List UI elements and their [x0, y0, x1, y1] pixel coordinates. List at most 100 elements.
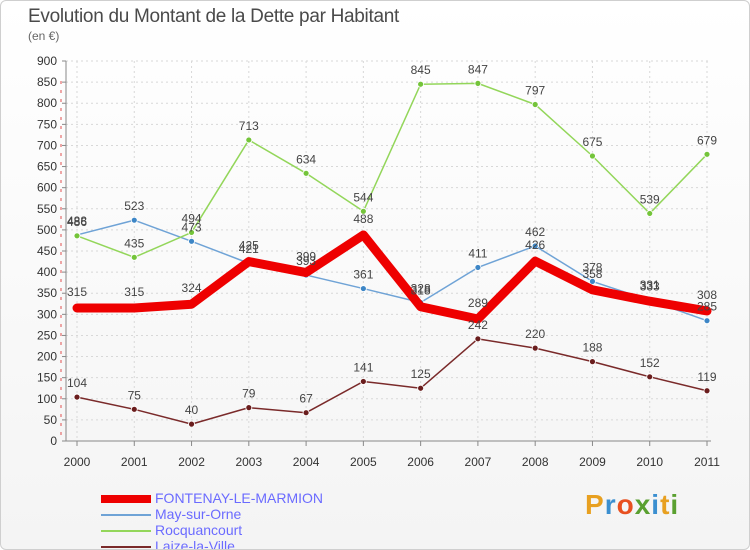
data-point: [703, 150, 711, 158]
x-tick-label: 2007: [465, 455, 492, 469]
data-label: 679: [697, 133, 717, 147]
data-point: [302, 268, 311, 277]
data-label: 40: [185, 403, 199, 417]
data-point: [473, 314, 482, 323]
y-tick-label: 700: [37, 138, 57, 152]
series-line-may-sur-orne: [76, 219, 708, 322]
data-point: [474, 335, 482, 343]
x-tick-label: 2010: [636, 455, 663, 469]
data-label: 411: [468, 246, 487, 260]
data-point: [416, 302, 425, 311]
x-tick-label: 2002: [178, 455, 205, 469]
legend-swatch: [101, 495, 151, 503]
brand-letter: i: [670, 489, 680, 520]
data-label: 358: [582, 267, 602, 281]
y-tick-label: 550: [37, 202, 57, 216]
data-point: [703, 306, 711, 315]
x-tick-label: 2001: [121, 455, 148, 469]
y-tick-label: 750: [37, 117, 57, 131]
data-point: [359, 230, 368, 239]
data-label: 675: [582, 135, 602, 149]
data-label: 393: [296, 254, 316, 268]
data-label: 308: [697, 288, 717, 302]
data-point: [589, 152, 596, 160]
data-point: [531, 344, 539, 352]
data-point: [130, 405, 138, 413]
data-label: 399: [296, 250, 316, 264]
data-label: 494: [182, 211, 202, 225]
data-label: 473: [182, 220, 202, 234]
x-tick-label: 2009: [579, 455, 606, 469]
data-point: [245, 404, 253, 412]
data-point: [359, 285, 367, 292]
series-line-rocquancourt: [76, 82, 708, 259]
data-label: 79: [242, 387, 256, 401]
brand-letter: o: [616, 489, 635, 520]
y-tick-label: 900: [37, 54, 57, 68]
data-point: [703, 317, 711, 325]
data-label: 462: [525, 225, 545, 239]
data-label: 713: [239, 119, 259, 133]
brand-letter: t: [660, 489, 671, 520]
data-label: 426: [525, 238, 545, 252]
data-label: 188: [582, 341, 602, 355]
y-tick-label: 350: [37, 286, 57, 300]
y-tick-label: 650: [37, 160, 57, 174]
data-label: 488: [353, 212, 373, 226]
y-tick-label: 0: [50, 434, 57, 448]
data-point: [646, 210, 654, 217]
data-label: 220: [525, 327, 545, 341]
data-point: [188, 229, 195, 236]
data-label: 331: [640, 278, 660, 292]
y-tick-label: 450: [37, 244, 57, 258]
data-label: 315: [67, 285, 87, 299]
data-point: [417, 80, 425, 88]
brand-letter: x: [634, 489, 652, 520]
series-line-laize-la-ville: [76, 338, 708, 425]
y-tick-label: 150: [37, 371, 57, 385]
data-point: [73, 393, 81, 401]
data-label: 75: [128, 388, 142, 402]
data-label: 242: [468, 318, 488, 332]
data-point: [417, 384, 425, 392]
data-label: 797: [525, 83, 545, 97]
data-point: [645, 297, 654, 306]
data-label: 634: [296, 152, 316, 166]
chart-subtitle: (en €): [28, 29, 60, 43]
y-tick-label: 850: [37, 75, 57, 89]
data-label: 67: [299, 392, 313, 406]
data-label: 318: [411, 284, 431, 298]
data-label: 488: [67, 214, 87, 228]
data-point: [188, 420, 195, 428]
legend-swatch: [101, 530, 151, 532]
data-label: 328: [411, 282, 431, 296]
x-tick-label: 2011: [694, 455, 720, 469]
data-label: 315: [124, 285, 144, 299]
brand-logo: Proxiti: [585, 489, 679, 521]
legend-label: Laize-la-Ville: [155, 538, 235, 550]
data-point: [703, 387, 711, 395]
data-point: [646, 373, 654, 381]
legend-label: FONTENAY-LE-MARMION: [155, 490, 324, 506]
data-point: [589, 358, 596, 366]
y-tick-label: 100: [37, 392, 57, 406]
data-label: 119: [697, 370, 716, 384]
data-point: [588, 285, 597, 294]
y-tick-label: 400: [37, 265, 57, 279]
x-tick-label: 2003: [235, 455, 262, 469]
data-point: [589, 277, 596, 285]
data-label: 324: [182, 281, 202, 295]
data-label: 845: [411, 63, 431, 77]
legend-swatch: [101, 546, 151, 548]
data-point: [73, 304, 81, 312]
data-label: 141: [353, 360, 373, 374]
data-label: 435: [124, 236, 144, 250]
y-tick-label: 300: [37, 307, 57, 321]
y-tick-label: 500: [37, 223, 57, 237]
brand-letter: r: [604, 489, 617, 520]
x-tick-label: 2005: [350, 455, 377, 469]
x-tick-label: 2006: [407, 455, 434, 469]
x-tick-label: 2000: [64, 455, 91, 469]
data-point: [359, 378, 367, 385]
